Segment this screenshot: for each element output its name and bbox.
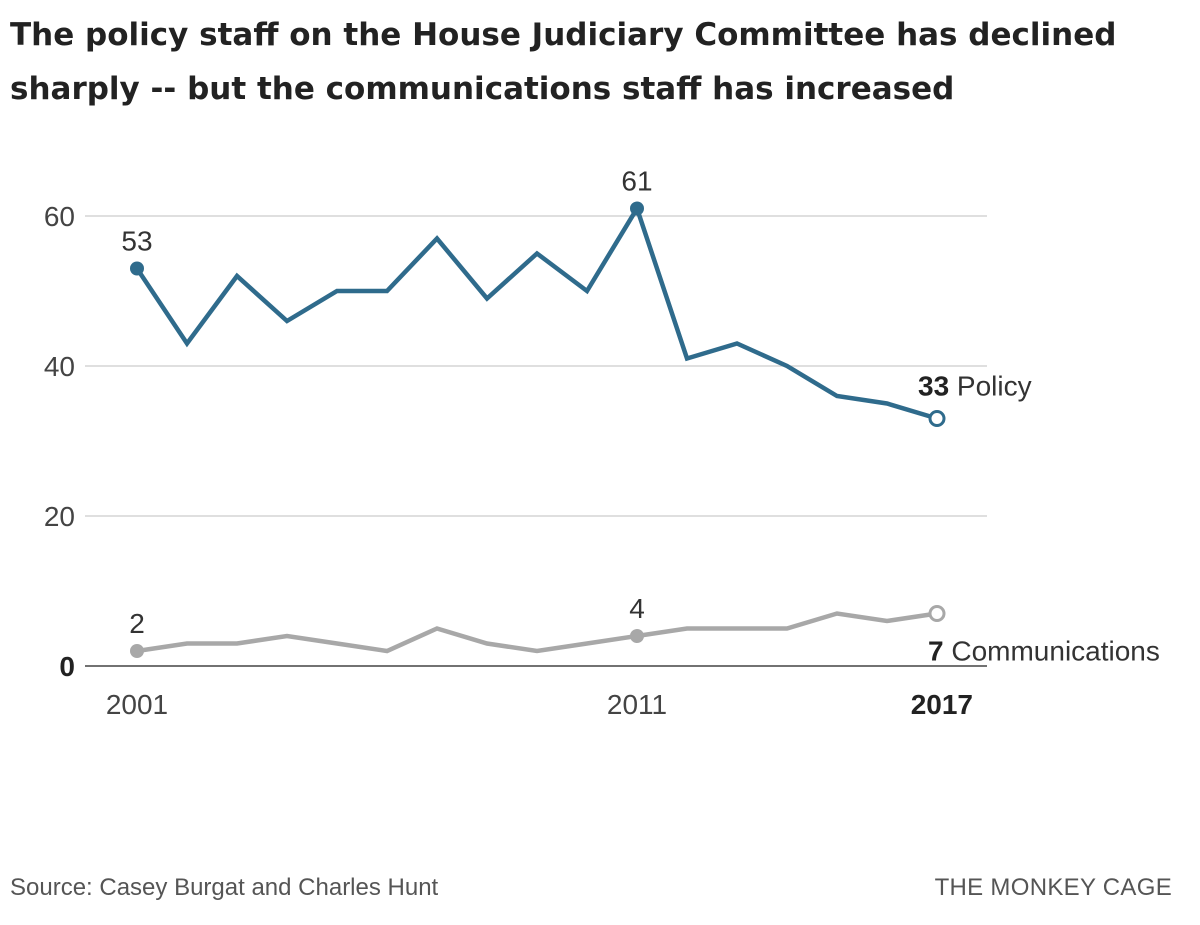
x-tick-label: 2001 [106, 689, 168, 720]
data-point [630, 201, 644, 216]
x-tick-label: 2017 [911, 689, 973, 720]
y-tick-label: 20 [44, 501, 75, 532]
series-line-policy [135, 203, 938, 421]
end-label-value: 33 [918, 371, 949, 402]
y-tick-label: 0 [59, 651, 75, 682]
series-line-communications [136, 611, 938, 654]
data-label: 61 [621, 166, 652, 197]
series-end-label: 7 Communications [928, 636, 1160, 667]
end-point [928, 410, 946, 427]
data-label: 53 [121, 226, 152, 257]
x-tick-label: 2011 [607, 689, 667, 720]
chart-title: The policy staff on the House Judiciary … [10, 17, 1117, 107]
y-tick-label: 40 [44, 351, 75, 382]
data-point [130, 644, 144, 658]
data-point [130, 261, 144, 276]
end-label-name: Communications [944, 636, 1160, 667]
data-point [630, 629, 644, 643]
data-label: 4 [629, 593, 645, 624]
brand-label: THE MONKEY CAGE [934, 874, 1172, 901]
series-end-label: 33 Policy [918, 371, 1032, 402]
data-label: 2 [129, 608, 145, 639]
y-tick-label: 60 [44, 201, 75, 232]
end-label-name: Policy [949, 371, 1031, 402]
source-note: Source: Casey Burgat and Charles Hunt [10, 874, 439, 901]
end-label-value: 7 [928, 636, 944, 667]
end-point [928, 605, 946, 622]
